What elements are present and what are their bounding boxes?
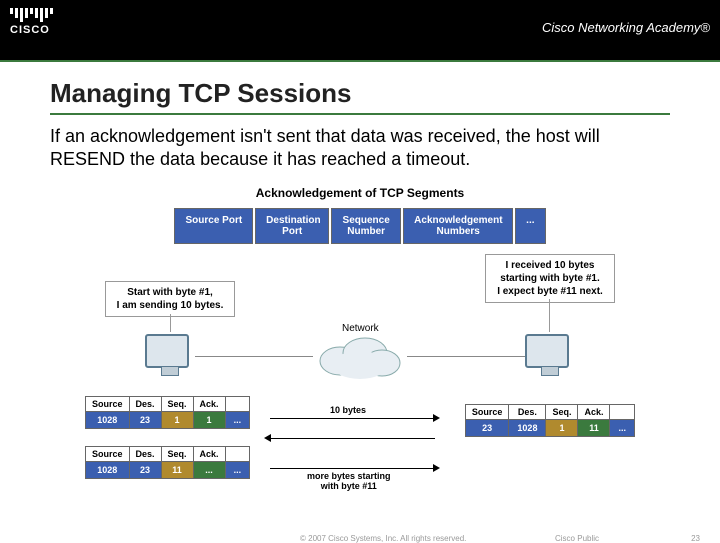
slide-header: CISCO Cisco Networking Academy®	[0, 0, 720, 60]
cell: ...	[193, 461, 225, 478]
cell: 1	[161, 411, 193, 428]
diagram-title: Acknowledgement of TCP Segments	[75, 186, 645, 200]
arrow-head-left-icon	[264, 434, 271, 442]
cell: ...	[610, 419, 635, 436]
callout-pointer-right	[549, 299, 550, 332]
hdr	[225, 396, 250, 411]
body-text: If an acknowledgement isn't sent that da…	[50, 125, 670, 172]
page-number: 23	[691, 534, 700, 543]
field-source-port: Source Port	[174, 208, 253, 244]
network-label: Network	[342, 323, 379, 334]
callout-sender-text: Start with byte #1, I am sending 10 byte…	[117, 287, 224, 311]
segment-table-right: SourceDes.Seq.Ack. 23 1028 1 11 ...	[465, 404, 635, 437]
computer-left-icon	[145, 334, 195, 368]
logo-bars-icon	[10, 8, 53, 22]
cell: 1	[546, 419, 578, 436]
copyright: © 2007 Cisco Systems, Inc. All rights re…	[300, 534, 466, 543]
hdr: Source	[465, 404, 509, 419]
footer-mid: Cisco Public	[555, 534, 599, 543]
academy-text: Cisco Networking Academy®	[542, 20, 710, 35]
brand-text: CISCO	[10, 24, 53, 36]
arrow-label-2-text: more bytes starting with byte #11	[307, 471, 391, 491]
field-seq-num: Sequence Number	[331, 208, 401, 244]
hdr	[610, 404, 635, 419]
hdr: Des.	[509, 404, 546, 419]
cell: 23	[465, 419, 509, 436]
arrow-head-right-icon	[433, 414, 440, 422]
arrow-label-1: 10 bytes	[330, 405, 366, 415]
cisco-logo: CISCO	[10, 8, 53, 36]
tcp-header-fields: Source Port Destination Port Sequence Nu…	[75, 208, 645, 244]
link-left	[195, 356, 313, 357]
computer-right-icon	[525, 334, 575, 368]
callout-pointer-left	[170, 314, 171, 332]
hdr	[225, 446, 250, 461]
segment-table-left-1: SourceDes.Seq.Ack. 1028 23 1 1 ...	[85, 396, 250, 429]
arrow-10bytes	[270, 418, 435, 419]
hdr: Seq.	[546, 404, 578, 419]
hdr: Ack.	[578, 404, 610, 419]
hdr: Ack.	[193, 396, 225, 411]
hdr: Source	[86, 446, 130, 461]
hdr: Seq.	[161, 446, 193, 461]
cell: 1028	[509, 419, 546, 436]
hdr: Des.	[129, 446, 161, 461]
callout-sender: Start with byte #1, I am sending 10 byte…	[105, 281, 235, 317]
hdr: Ack.	[193, 446, 225, 461]
cell: 1028	[86, 461, 130, 478]
hdr: Source	[86, 396, 130, 411]
arrow-head-right2-icon	[433, 464, 440, 472]
callout-receiver-text: I received 10 bytes starting with byte #…	[497, 260, 603, 297]
page-title: Managing TCP Sessions	[50, 78, 670, 115]
tcp-diagram: Acknowledgement of TCP Segments Source P…	[75, 186, 645, 496]
cell: ...	[225, 461, 250, 478]
slide-content: Managing TCP Sessions If an acknowledgem…	[0, 62, 720, 496]
cell: 23	[129, 411, 161, 428]
hdr: Seq.	[161, 396, 193, 411]
network-cloud-icon	[310, 331, 410, 381]
cell: 1028	[86, 411, 130, 428]
link-right	[407, 356, 525, 357]
arrow-label-2: more bytes starting with byte #11	[307, 471, 391, 491]
arrow-return	[270, 438, 435, 439]
segment-table-left-2: SourceDes.Seq.Ack. 1028 23 11 ... ...	[85, 446, 250, 479]
arrow-more-bytes	[270, 468, 435, 469]
cell: 1	[193, 411, 225, 428]
cell: 11	[578, 419, 610, 436]
callout-receiver: I received 10 bytes starting with byte #…	[485, 254, 615, 303]
cell: 11	[161, 461, 193, 478]
cell: 23	[129, 461, 161, 478]
hdr: Des.	[129, 396, 161, 411]
field-more: ...	[515, 208, 545, 244]
field-ack-num: Acknowledgement Numbers	[403, 208, 513, 244]
field-dest-port: Destination Port	[255, 208, 329, 244]
cell: ...	[225, 411, 250, 428]
